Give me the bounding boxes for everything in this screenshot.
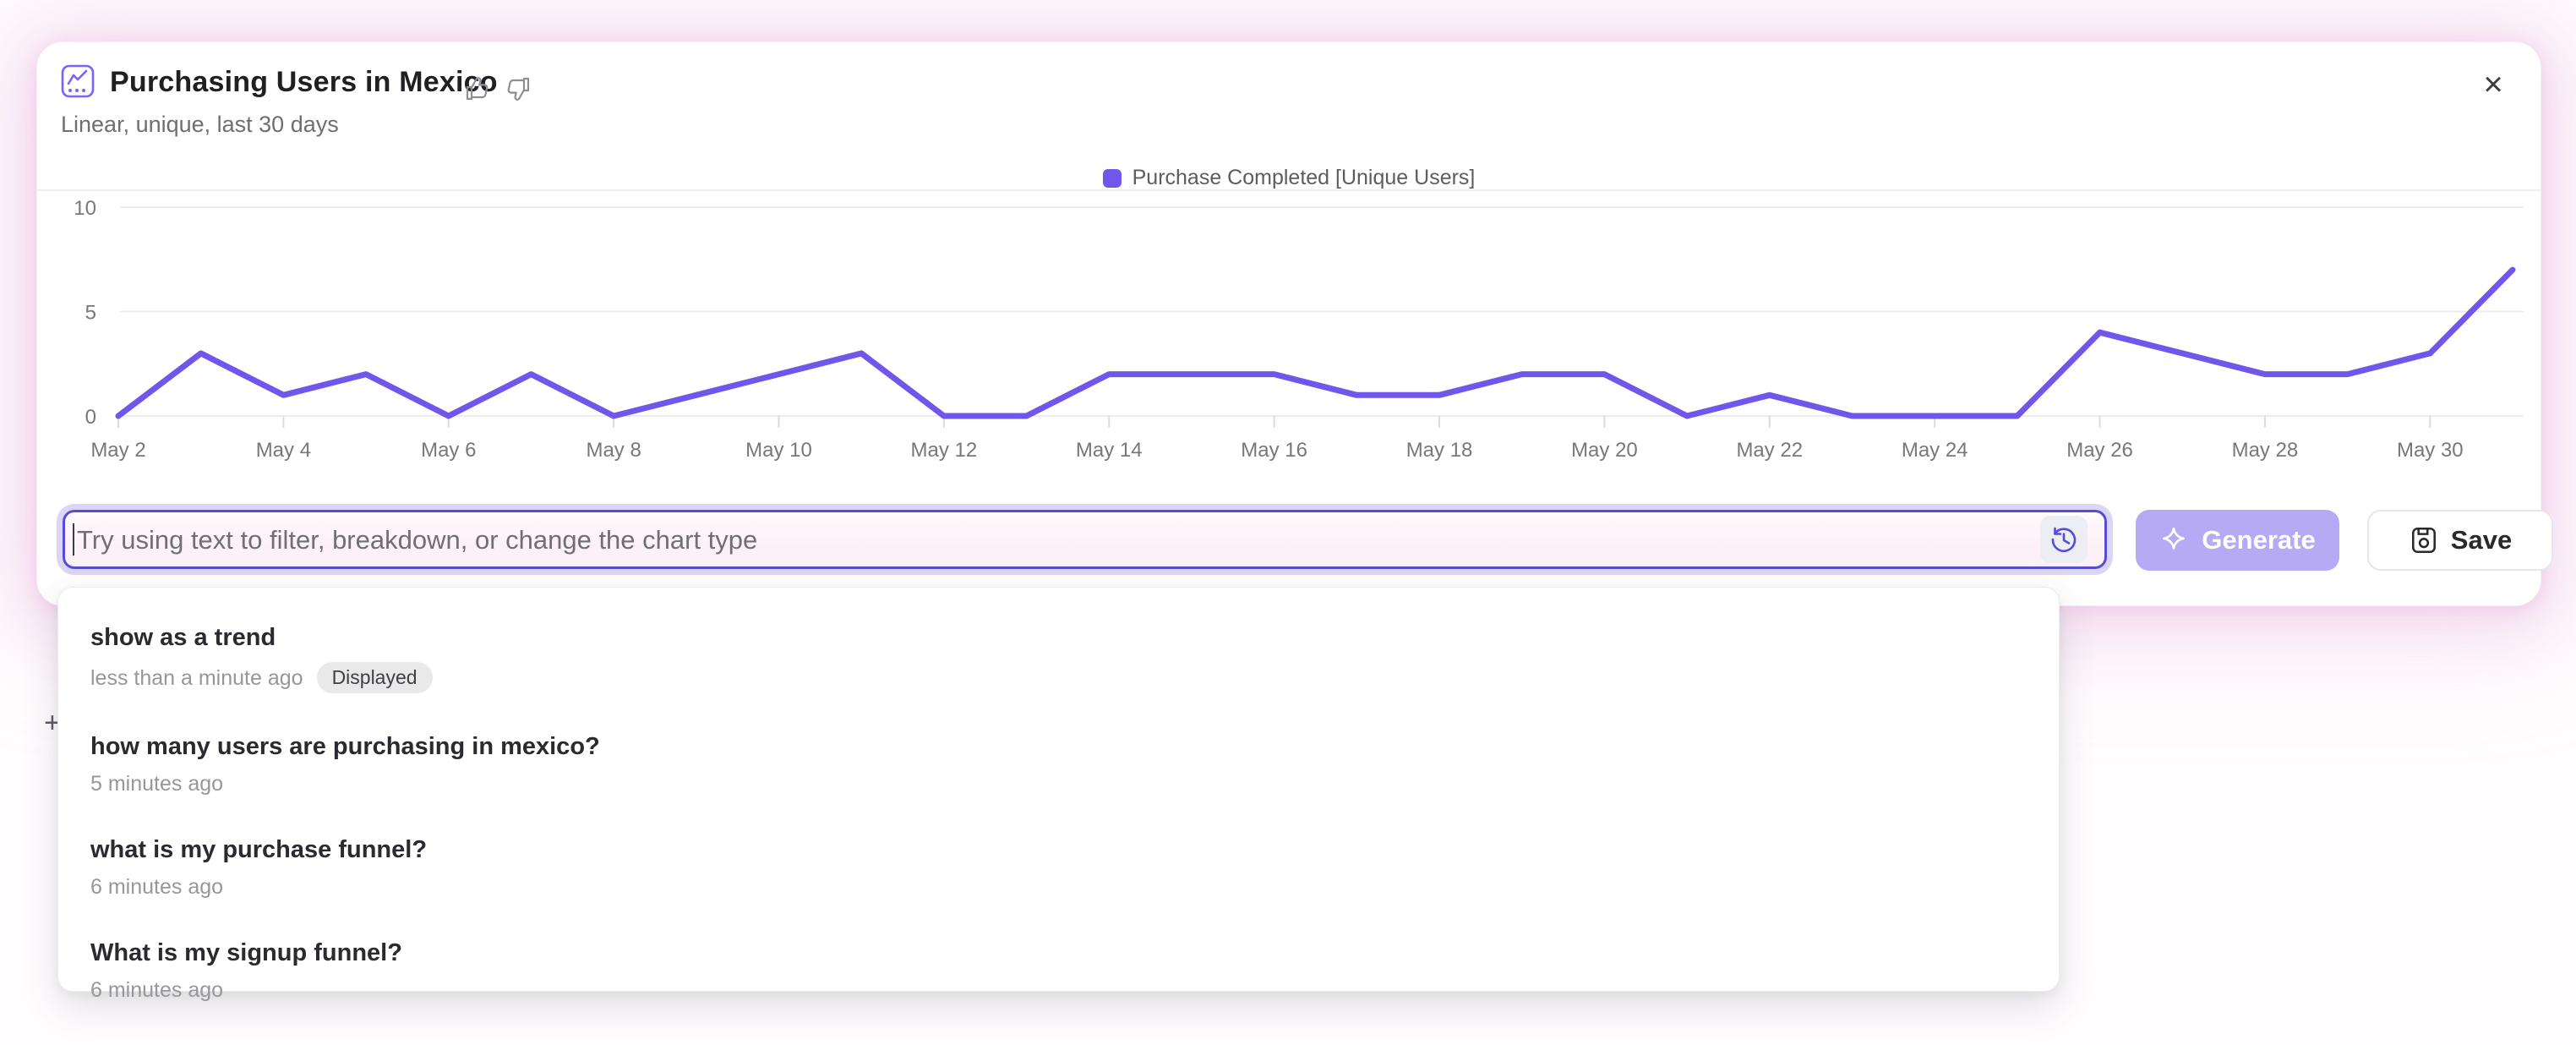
- svg-text:May 28: May 28: [2232, 439, 2299, 462]
- history-item[interactable]: show as a trend less than a minute ago D…: [90, 605, 2027, 714]
- save-icon: [2411, 527, 2436, 554]
- svg-text:May 16: May 16: [1241, 439, 1307, 462]
- save-button[interactable]: Save: [2367, 510, 2553, 571]
- thumbs-down-icon[interactable]: [504, 74, 532, 103]
- history-button[interactable]: [2040, 516, 2088, 563]
- generate-label: Generate: [2202, 525, 2316, 555]
- svg-text:May 14: May 14: [1076, 439, 1143, 462]
- generate-button[interactable]: Generate: [2136, 510, 2339, 571]
- svg-text:May 20: May 20: [1571, 439, 1638, 462]
- history-item[interactable]: what is my purchase funnel? 6 minutes ag…: [90, 817, 2027, 920]
- svg-text:May 10: May 10: [745, 439, 812, 462]
- close-icon[interactable]: ×: [2476, 68, 2510, 101]
- history-icon: [2051, 527, 2077, 552]
- svg-text:May 4: May 4: [256, 439, 311, 462]
- header-divider: [37, 189, 2541, 191]
- text-caret: [73, 523, 74, 555]
- history-item-time: 6 minutes ago: [90, 875, 224, 899]
- svg-text:May 22: May 22: [1736, 439, 1803, 462]
- prompt-input[interactable]: [75, 514, 2006, 566]
- history-item-title: What is my signup funnel?: [90, 939, 402, 966]
- chart-legend: Purchase Completed [Unique Users]: [37, 166, 2541, 190]
- legend-swatch: [1102, 168, 1122, 188]
- save-label: Save: [2450, 525, 2513, 555]
- history-item-title: how many users are purchasing in mexico?: [90, 733, 600, 760]
- sparkle-icon: [2163, 527, 2186, 550]
- svg-text:5: 5: [85, 302, 96, 325]
- page-title: Purchasing Users in Mexico: [110, 66, 498, 98]
- svg-text:May 18: May 18: [1406, 439, 1473, 462]
- prompt-history-dropdown: show as a trend less than a minute ago D…: [57, 587, 2060, 1002]
- svg-text:May 26: May 26: [2066, 439, 2133, 462]
- history-item-time: less than a minute ago: [90, 665, 303, 690]
- chart-settings-subtitle: Linear, unique, last 30 days: [61, 112, 339, 137]
- svg-text:May 2: May 2: [90, 439, 145, 462]
- ai-chart-card: Purchasing Users in Mexico × Linear, uni…: [37, 42, 2553, 605]
- svg-text:May 6: May 6: [421, 439, 476, 462]
- displayed-badge: Displayed: [316, 662, 433, 693]
- history-item-time: 6 minutes ago: [90, 978, 224, 1002]
- history-item[interactable]: What is my signup funnel? 6 minutes ago: [90, 920, 2027, 1023]
- svg-text:0: 0: [85, 406, 96, 429]
- svg-text:May 24: May 24: [1902, 439, 1968, 462]
- ai-prompt-box[interactable]: [63, 510, 2107, 569]
- history-item-title: show as a trend: [90, 624, 276, 651]
- svg-text:May 30: May 30: [2397, 439, 2464, 462]
- chart-icon: [61, 64, 95, 98]
- svg-text:May 12: May 12: [911, 439, 978, 462]
- history-item-time: 5 minutes ago: [90, 772, 224, 796]
- thumbs-up-icon[interactable]: [463, 74, 492, 103]
- history-item-title: what is my purchase funnel?: [90, 836, 428, 863]
- svg-text:May 8: May 8: [586, 439, 641, 462]
- plus-cursor-artifact: +: [44, 707, 61, 739]
- line-chart: 0 5 10 May 2 May 4 May 6 May 8 May 10 May 12 May …: [74, 199, 2524, 462]
- legend-label: Purchase Completed [Unique Users]: [1132, 166, 1476, 189]
- history-item[interactable]: how many users are purchasing in mexico?…: [90, 714, 2027, 817]
- svg-text:10: 10: [74, 199, 96, 220]
